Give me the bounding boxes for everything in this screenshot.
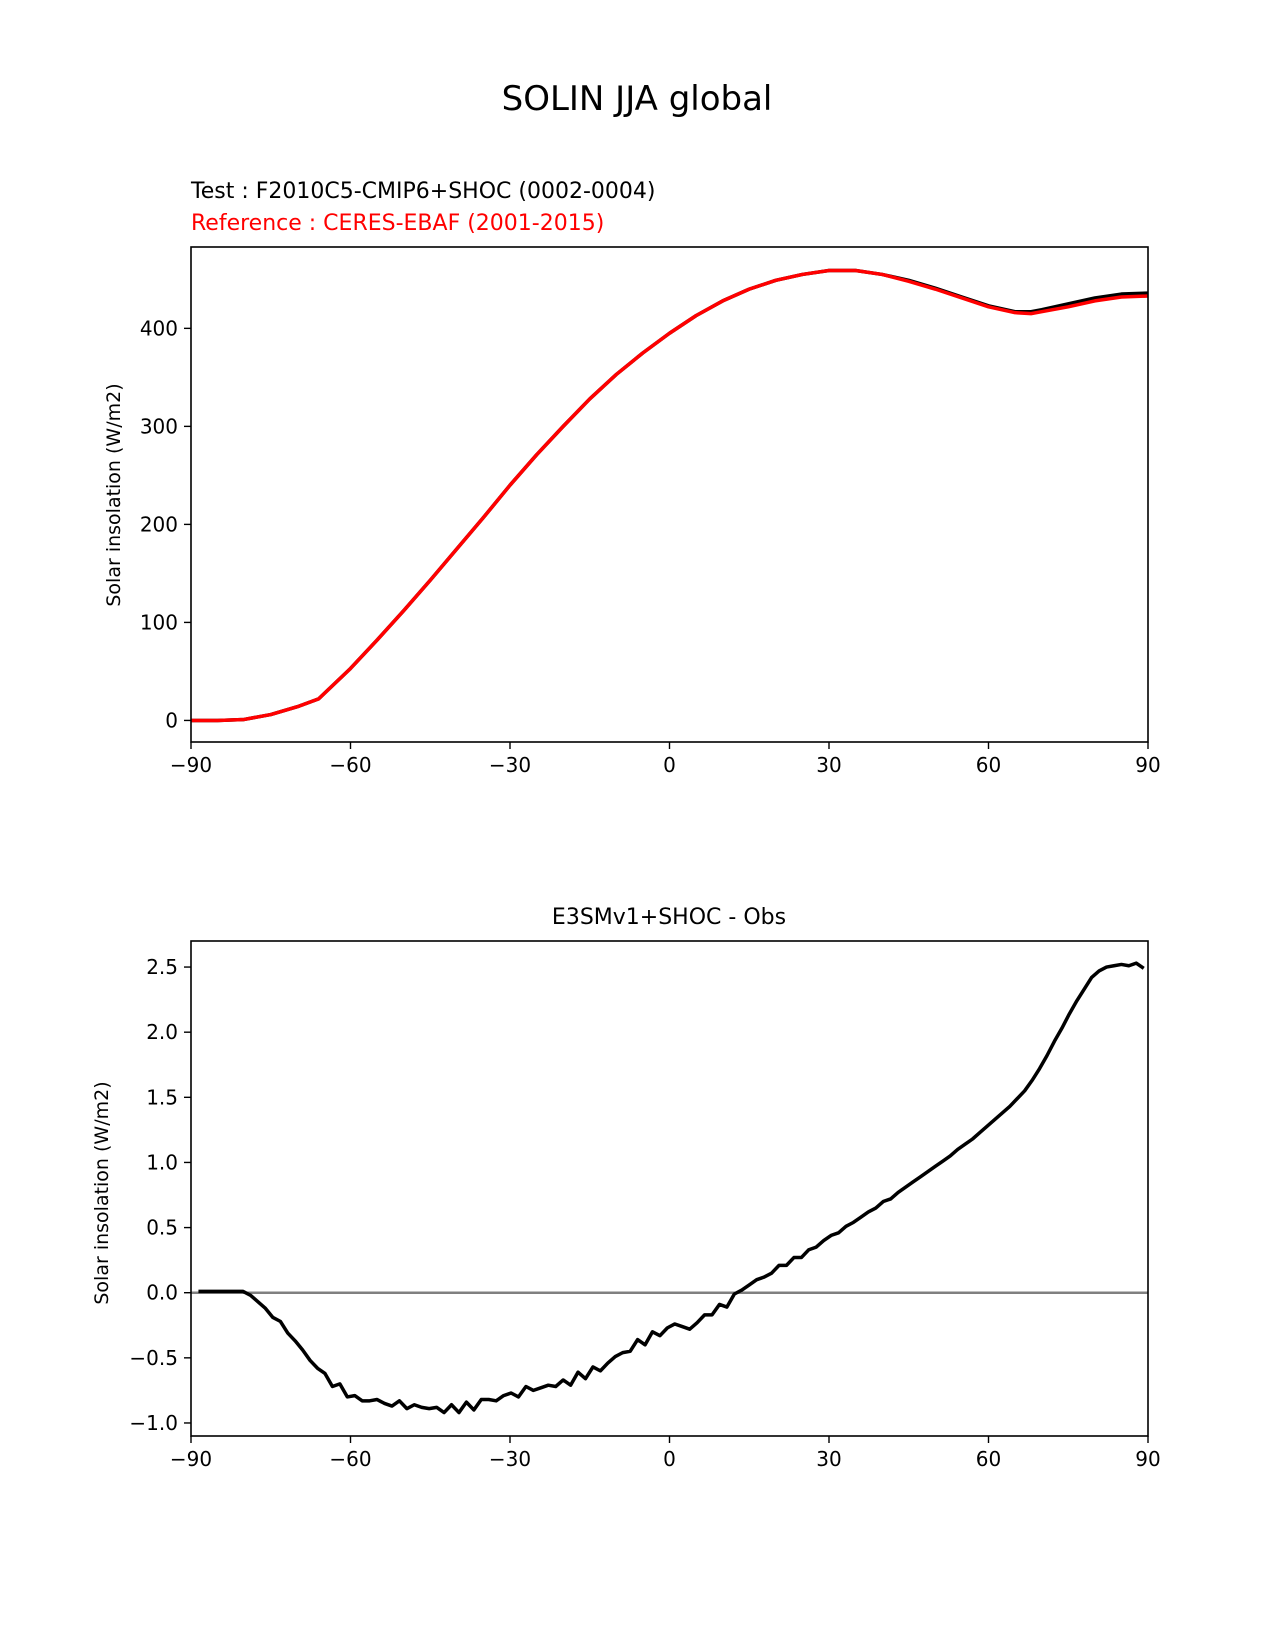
top-y-tick-label: 300 (140, 414, 178, 438)
top-y-tick-label: 100 (140, 610, 178, 634)
bottom-x-tick-label: 60 (976, 1447, 1001, 1471)
bottom-series-e3smv1-shoc-obs (198, 961, 1145, 1415)
figure-suptitle: SOLIN JJA global (502, 79, 773, 119)
top-y-tick-label: 200 (140, 512, 178, 536)
bottom-y-axis-label: Solar insolation (W/m2) (91, 1081, 113, 1304)
top-series-test (191, 268, 1149, 723)
bottom-y-tick-label: 0.0 (146, 1281, 178, 1305)
top-reference-label: Reference : CERES-EBAF (2001-2015) (191, 211, 604, 236)
bottom-y-tick-label: 2.0 (146, 1020, 178, 1044)
top-chart-panel: Test : F2010C5-CMIP6+SHOC (0002-0004) Re… (103, 179, 1161, 777)
bottom-y-tick-label: 1.0 (146, 1150, 178, 1174)
top-x-tick-label: −60 (329, 753, 371, 777)
bottom-plot-area: −90 −60 −30 0 30 60 90 −1.0 −0.5 0.0 0.5 1.0 1.5 2.0 2… (129, 940, 1161, 1471)
bottom-y-tick-label: 0.5 (146, 1216, 178, 1240)
bottom-x-tick-label: 30 (816, 1447, 841, 1471)
bottom-x-tick-label: 90 (1135, 1447, 1160, 1471)
top-axes-frame (190, 246, 1149, 743)
bottom-axes-frame (190, 940, 1149, 1437)
top-plot-area: −90 −60 −30 0 30 60 90 0 100 200 300 400 (140, 246, 1161, 777)
bottom-x-tick-label: −90 (170, 1447, 212, 1471)
top-y-tick-label: 400 (140, 316, 178, 340)
top-x-tick-label: −30 (489, 753, 531, 777)
bottom-y-tick-label: −1.0 (129, 1411, 178, 1435)
top-test-label: Test : F2010C5-CMIP6+SHOC (0002-0004) (190, 179, 655, 204)
bottom-x-tick-label: −60 (329, 1447, 371, 1471)
top-y-axis-label: Solar insolation (W/m2) (103, 383, 125, 606)
top-x-tick-label: −90 (170, 753, 212, 777)
bottom-x-tick-label: −30 (489, 1447, 531, 1471)
top-x-tick-label: 30 (816, 753, 841, 777)
bottom-x-tick-label: 0 (663, 1447, 676, 1471)
top-x-tick-label: 60 (976, 753, 1001, 777)
bottom-y-tick-label: 2.5 (146, 955, 178, 979)
bottom-y-tick-label: 1.5 (146, 1085, 178, 1109)
bottom-chart-panel: E3SMv1+SHOC - Obs −90 −60 −30 0 30 60 90 −1.0 −0… (91, 905, 1161, 1471)
bottom-chart-title: E3SMv1+SHOC - Obs (552, 905, 786, 930)
bottom-y-tick-label: −0.5 (129, 1346, 178, 1370)
top-series-reference (191, 268, 1149, 723)
top-y-tick-label: 0 (165, 708, 178, 732)
top-x-tick-label: 90 (1135, 753, 1160, 777)
top-x-tick-label: 0 (663, 753, 676, 777)
